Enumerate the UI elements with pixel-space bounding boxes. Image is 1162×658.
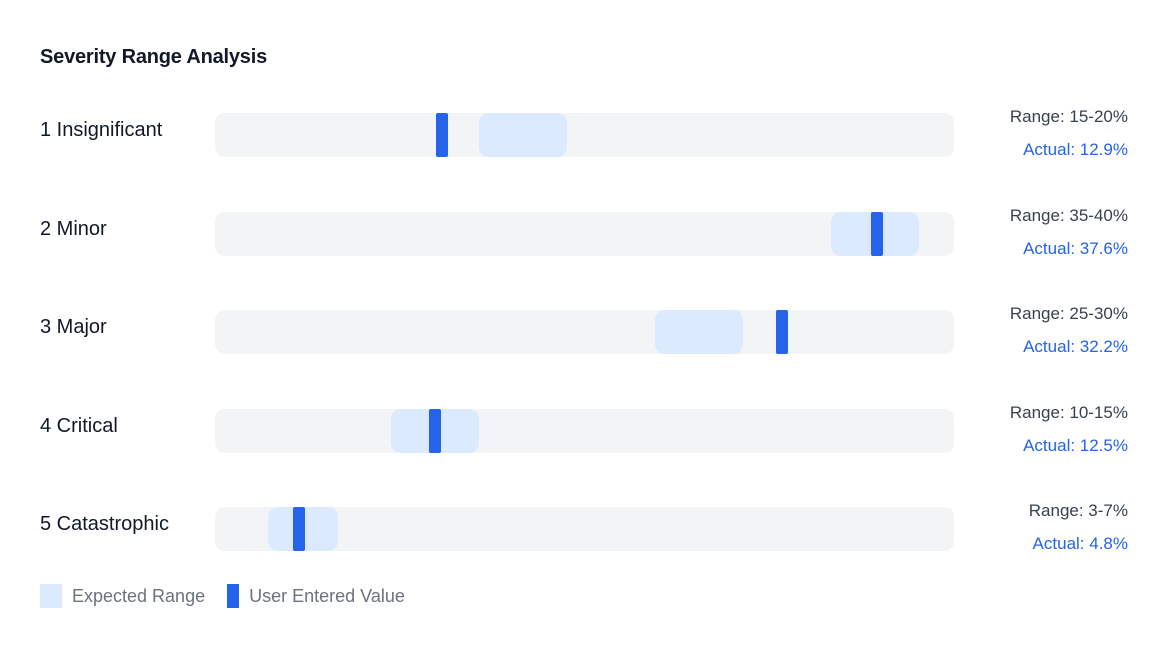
- legend-item-expected-range: Expected Range: [40, 584, 205, 608]
- bar-track: [215, 310, 954, 354]
- user-value-swatch: [227, 584, 240, 608]
- expected-range-swatch: [40, 584, 62, 608]
- legend-item-user-value: User Entered Value: [227, 584, 405, 608]
- severity-row-minor: 2 Minor Range: 35-40% Actual: 37.6%: [0, 206, 1162, 282]
- severity-row-catastrophic: 5 Catastrophic Range: 3-7% Actual: 4.8%: [0, 501, 1162, 577]
- bar-track: [215, 408, 954, 453]
- severity-row-critical: 4 Critical Range: 10-15% Actual: 12.5%: [0, 403, 1162, 479]
- actual-label: Actual: 12.5%: [1023, 435, 1128, 455]
- category-label: 3 Major: [40, 316, 107, 338]
- category-label: 5 Catastrophic: [40, 513, 169, 535]
- range-label: Range: 3-7%: [1028, 501, 1128, 520]
- actual-label: Actual: 4.8%: [1032, 534, 1128, 553]
- user-value-marker: [870, 211, 883, 256]
- chart-title: Severity Range Analysis: [40, 46, 267, 68]
- range-label: Range: 15-20%: [1009, 107, 1128, 126]
- legend-label: User Entered Value: [249, 585, 405, 606]
- chart-legend: Expected Range User Entered Value: [40, 584, 427, 608]
- range-label: Range: 35-40%: [1009, 205, 1128, 225]
- bar-track: [215, 211, 954, 256]
- category-label: 1 Insignificant: [40, 119, 163, 141]
- legend-label: Expected Range: [72, 585, 206, 606]
- severity-row-major: 3 Major Range: 25-30% Actual: 32.2%: [0, 304, 1162, 380]
- bar-track: [215, 507, 954, 551]
- category-label: 4 Critical: [40, 414, 118, 437]
- bar-track: [215, 113, 954, 157]
- user-value-marker: [775, 310, 788, 354]
- user-value-marker: [428, 408, 441, 453]
- actual-label: Actual: 37.6%: [1023, 238, 1128, 258]
- actual-label: Actual: 32.2%: [1023, 337, 1128, 356]
- expected-range-band: [654, 310, 743, 354]
- range-label: Range: 25-30%: [1009, 304, 1128, 323]
- category-label: 2 Minor: [40, 217, 107, 240]
- user-value-marker: [435, 113, 448, 157]
- actual-label: Actual: 12.9%: [1023, 140, 1128, 159]
- range-label: Range: 10-15%: [1009, 402, 1128, 422]
- expected-range-band: [478, 113, 567, 157]
- user-value-marker: [293, 507, 306, 551]
- severity-row-insignificant: 1 Insignificant Range: 15-20% Actual: 12…: [0, 107, 1162, 183]
